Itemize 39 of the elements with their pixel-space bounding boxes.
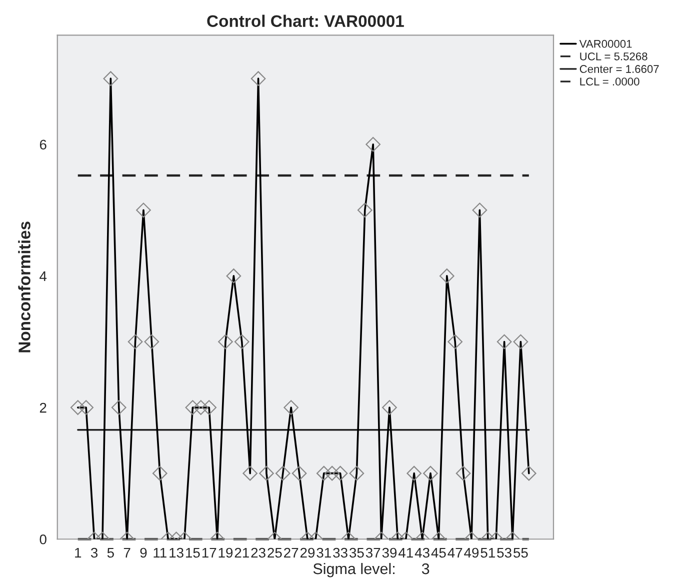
- x-tick-label: 55: [514, 548, 528, 558]
- x-tick-label: 51: [480, 548, 495, 558]
- x-tick-label: 21: [234, 548, 249, 558]
- x-tick-label: 23: [251, 548, 266, 558]
- y-tick-label: 4: [40, 271, 47, 281]
- y-tick-label: 2: [40, 402, 46, 413]
- x-tick-label: 31: [316, 548, 331, 558]
- x-tick-label: 11: [154, 548, 166, 558]
- x-tick-label: 7: [124, 548, 130, 558]
- x-tick-label: 27: [284, 548, 298, 558]
- legend-label: UCL = 5.5268: [580, 52, 648, 60]
- x-tick-label: 43: [414, 548, 430, 558]
- x-tick-label: 53: [497, 548, 512, 558]
- x-tick-label: 33: [333, 548, 348, 558]
- x-tick-label: 1: [75, 548, 82, 558]
- x-tick-label: 35: [349, 548, 364, 558]
- x-tick-label: 19: [218, 548, 233, 558]
- text: Sigma level: 3: [313, 562, 430, 578]
- x-tick-label: 5: [107, 548, 114, 558]
- x-tick-label: 41: [398, 548, 413, 558]
- x-tick-label: 39: [382, 548, 397, 558]
- x-tick-label: 47: [448, 548, 462, 558]
- x-tick-label: 15: [186, 548, 200, 558]
- y-tick-label: 6: [40, 140, 46, 150]
- x-tick-label: 3: [90, 548, 98, 558]
- legend-label: Center = 1.6607: [580, 65, 659, 73]
- x-tick-label: 37: [366, 548, 380, 558]
- x-tick-label: 13: [170, 548, 184, 558]
- x-tick-label: 9: [140, 548, 147, 558]
- x-tick-label: 25: [268, 548, 282, 558]
- legend-label: VAR00001: [579, 40, 632, 48]
- x-tick-label: 45: [431, 548, 446, 558]
- x-tick-label: 17: [202, 548, 216, 558]
- x-tick-label: 29: [300, 548, 315, 558]
- x-tick-label: 49: [464, 548, 479, 558]
- legend-label: LCL = .0000: [580, 78, 640, 86]
- y-axis-title: Nonconformities: [18, 222, 30, 352]
- y-tick-label: 0: [40, 534, 46, 544]
- chart-title: Control Chart: VAR00001: [207, 14, 404, 27]
